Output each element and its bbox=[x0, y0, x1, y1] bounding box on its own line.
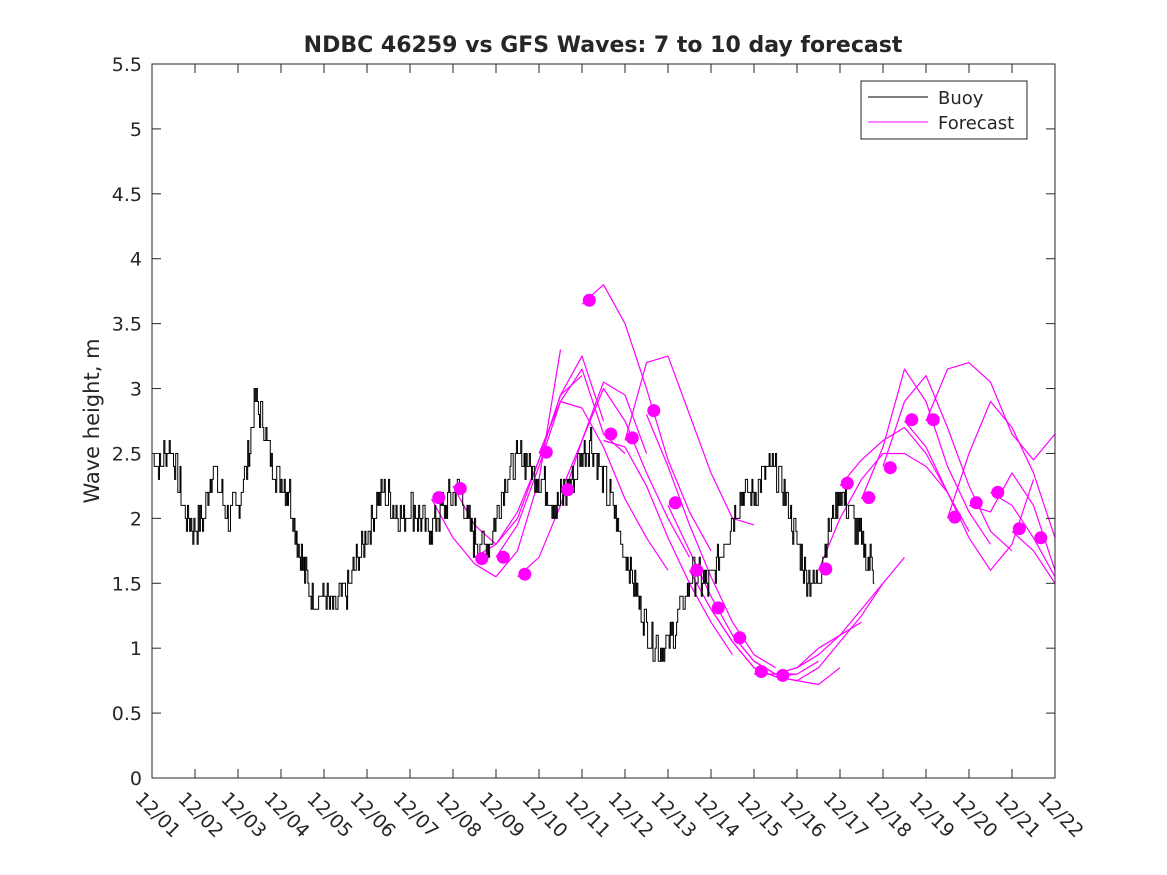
y-axis-label: Wave height, m bbox=[80, 338, 104, 503]
forecast-marker bbox=[819, 562, 833, 576]
forecast-marker bbox=[883, 461, 897, 475]
forecast-line bbox=[990, 491, 1056, 578]
y-tick-label: 1 bbox=[130, 638, 142, 660]
forecast-line bbox=[474, 355, 605, 558]
y-tick-label: 3.5 bbox=[112, 314, 142, 336]
forecast-line bbox=[817, 452, 948, 571]
forecast-marker bbox=[475, 552, 489, 566]
forecast-marker bbox=[1012, 522, 1026, 536]
axes-box bbox=[151, 63, 1056, 779]
forecast-marker bbox=[518, 567, 532, 581]
y-tick-label: 3 bbox=[130, 379, 142, 401]
forecast-marker bbox=[840, 476, 854, 490]
chart-title: NDBC 46259 vs GFS Waves: 7 to 10 day for… bbox=[304, 33, 903, 58]
forecast-line bbox=[925, 362, 1056, 461]
buoy-line bbox=[152, 388, 875, 662]
forecast-marker bbox=[711, 601, 725, 615]
y-tick-label: 5.5 bbox=[112, 54, 142, 76]
buoy-line-group bbox=[152, 388, 875, 662]
forecast-marker bbox=[539, 445, 553, 459]
forecast-marker bbox=[948, 510, 962, 524]
forecast-line bbox=[946, 400, 1056, 538]
y-tick-label: 1.5 bbox=[112, 573, 142, 595]
plot-area: 00.511.522.533.544.555.5 12/0112/0212/03… bbox=[112, 54, 1088, 842]
forecast-line bbox=[645, 414, 776, 669]
forecast-marker bbox=[754, 665, 768, 678]
forecast-marker bbox=[582, 293, 596, 307]
forecast-marker bbox=[733, 631, 747, 645]
forecast-line bbox=[581, 284, 712, 552]
forecast-lines bbox=[430, 284, 1056, 686]
forecast-marker bbox=[561, 483, 575, 497]
forecast-marker bbox=[926, 413, 940, 427]
forecast-line bbox=[882, 375, 1013, 552]
forecast-marker bbox=[432, 491, 446, 505]
forecast-line bbox=[754, 582, 884, 675]
forecast-marker bbox=[453, 482, 467, 495]
y-tick-label: 4.5 bbox=[112, 184, 142, 206]
forecast-marker bbox=[1034, 531, 1048, 545]
forecast-marker bbox=[690, 563, 704, 577]
forecast-marker bbox=[496, 550, 510, 564]
y-tick-label: 4 bbox=[130, 249, 142, 271]
forecast-marker bbox=[625, 431, 639, 445]
forecast-marker bbox=[862, 491, 876, 505]
forecast-marker bbox=[991, 485, 1005, 499]
legend: Buoy Forecast bbox=[860, 80, 1028, 140]
legend-forecast-label: Forecast bbox=[938, 113, 1014, 134]
forecast-marker bbox=[776, 668, 790, 682]
forecast-line bbox=[1011, 530, 1056, 584]
y-tick-label: 0.5 bbox=[112, 703, 142, 725]
forecast-markers bbox=[432, 293, 1048, 682]
y-tick-label: 5 bbox=[130, 119, 142, 141]
forecast-line bbox=[538, 400, 669, 571]
forecast-line bbox=[775, 556, 905, 682]
y-axis-ticks: 0 0.5 1 1.5 2 2.5 3 3.5 4 4.5 5 5.5 bbox=[112, 54, 1055, 790]
y-tick-label: 2 bbox=[130, 508, 142, 530]
forecast-line bbox=[860, 368, 991, 545]
forecast-marker bbox=[668, 496, 682, 510]
y-tick-label: 2.5 bbox=[112, 443, 142, 465]
forecast-line bbox=[968, 472, 1056, 571]
forecast-marker bbox=[969, 496, 983, 510]
legend-buoy-label: Buoy bbox=[938, 88, 984, 109]
legend-box bbox=[860, 80, 1028, 140]
forecast-line bbox=[559, 387, 691, 558]
forecast-marker bbox=[647, 404, 661, 418]
forecast-marker bbox=[905, 413, 919, 427]
forecast-marker bbox=[604, 427, 618, 441]
forecast-line bbox=[603, 439, 734, 656]
forecast-line bbox=[904, 420, 1035, 571]
y-tick-label: 0 bbox=[130, 768, 142, 790]
